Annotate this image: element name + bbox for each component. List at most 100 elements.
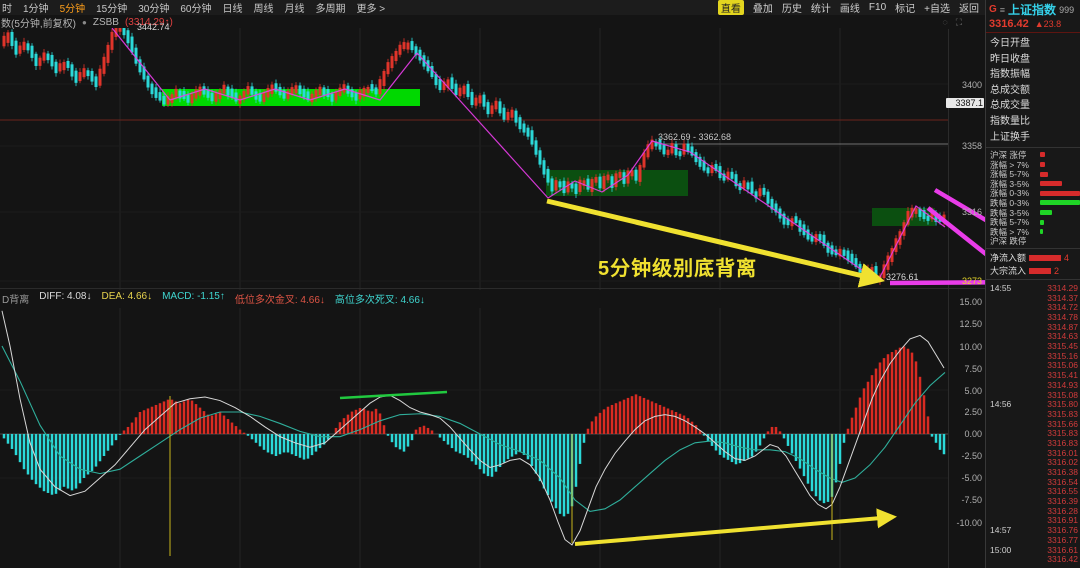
tick-row-5[interactable]: 3314.63: [986, 331, 1080, 341]
macd-hist-bar: [638, 396, 642, 434]
menu-item-3[interactable]: 统计: [810, 4, 831, 15]
menu-item-1[interactable]: 叠加: [752, 4, 773, 15]
info-label-1[interactable]: 昨日收盘: [990, 53, 1030, 65]
period-tab-9[interactable]: 多周期: [315, 4, 346, 15]
sidebar-title-row[interactable]: G ≡ 上证指数 999: [986, 0, 1080, 17]
tick-row-15[interactable]: 3315.83: [986, 428, 1080, 438]
market-row-9[interactable]: 沪深 跌停: [986, 236, 1080, 246]
main-candlestick-chart[interactable]: [0, 28, 948, 290]
market-row-6[interactable]: 跌幅 3-5%: [986, 208, 1080, 218]
tick-row-22[interactable]: 3316.39: [986, 496, 1080, 506]
menu-item-4[interactable]: 画线: [839, 4, 860, 15]
menu-item-8[interactable]: 返回: [959, 4, 979, 15]
tick-row-28[interactable]: 3316.42: [986, 554, 1080, 564]
info-label-4[interactable]: 总成交量: [990, 100, 1030, 112]
tick-row-2[interactable]: 3314.72: [986, 302, 1080, 312]
tick-row-26[interactable]: 3316.77: [986, 535, 1080, 545]
macd-hist-bar: [142, 410, 146, 434]
tick-row-19[interactable]: 3316.38: [986, 467, 1080, 477]
fullscreen-icon[interactable]: ⛶: [955, 16, 962, 27]
candle-body: [106, 44, 110, 63]
macd-axis-label-1: 12.50: [959, 319, 982, 329]
market-row-7[interactable]: 跌幅 5-7%: [986, 217, 1080, 227]
menu-item-2[interactable]: 历史: [781, 4, 802, 15]
tick-row-4[interactable]: 3314.87: [986, 322, 1080, 332]
tick-row-24[interactable]: 3316.91: [986, 515, 1080, 525]
macd-indicator-chart[interactable]: [0, 308, 948, 568]
tick-price: 3315.06: [1047, 360, 1078, 371]
candle-body: [6, 32, 10, 43]
menu-item-7[interactable]: +自选: [924, 4, 950, 15]
info-label-6[interactable]: 上证换手: [990, 131, 1030, 143]
macd-hist-bar: [406, 434, 410, 447]
refresh-icon[interactable]: ◌: [942, 16, 948, 27]
tick-row-8[interactable]: 3315.06: [986, 360, 1080, 371]
tick-row-0[interactable]: 14:55 3314.29: [986, 283, 1080, 293]
tick-row-10[interactable]: 3314.93: [986, 380, 1080, 390]
macd-hist-bar: [494, 434, 498, 472]
market-row-5[interactable]: 跌幅 0-3%: [986, 198, 1080, 208]
tick-row-23[interactable]: 3316.28: [986, 506, 1080, 516]
period-tab-2[interactable]: 5分钟: [59, 4, 86, 15]
period-tab-10[interactable]: 更多 >: [356, 4, 386, 15]
info-label-0[interactable]: 今日开盘: [990, 38, 1030, 49]
macd-axis-label-0: 15.00: [959, 297, 982, 307]
macd-hist-bar: [510, 434, 514, 457]
market-row-8[interactable]: 跌幅 > 7%: [986, 227, 1080, 237]
period-tab-8[interactable]: 月线: [284, 4, 305, 15]
candle-body: [242, 91, 246, 100]
candle-body: [86, 70, 90, 77]
macd-hist-bar: [138, 412, 142, 434]
hamburger-icon[interactable]: ≡: [999, 4, 1006, 15]
tick-row-6[interactable]: 3315.45: [986, 341, 1080, 351]
flow-row-1[interactable]: 大宗流入 2: [986, 264, 1080, 277]
menu-item-5[interactable]: F10: [868, 2, 887, 13]
period-tab-7[interactable]: 周线: [253, 4, 274, 15]
market-row-3[interactable]: 涨幅 3-5%: [986, 179, 1080, 189]
tick-list[interactable]: 14:55 3314.29 3314.37 3314.72 3314.78 3314.87…: [986, 282, 1080, 564]
tick-row-25[interactable]: 14:57 3316.76: [986, 525, 1080, 535]
tick-row-17[interactable]: 3316.01: [986, 448, 1080, 458]
tick-row-20[interactable]: 3316.54: [986, 477, 1080, 487]
period-tab-0[interactable]: 分时: [2, 4, 12, 15]
tick-row-27[interactable]: 15:00 3316.61: [986, 545, 1080, 555]
tick-row-7[interactable]: 3315.16: [986, 351, 1080, 361]
candle-body: [258, 93, 262, 102]
macd-hist-bar: [250, 434, 254, 440]
period-tab-1[interactable]: 1分钟: [23, 4, 49, 15]
market-row-4[interactable]: 涨幅 0-3%: [986, 188, 1080, 198]
flow-row-0[interactable]: 净流入额 4: [986, 251, 1080, 264]
tick-row-14[interactable]: 3315.66: [986, 419, 1080, 429]
macd-hist-bar: [398, 434, 402, 450]
period-tab-4[interactable]: 30分钟: [138, 4, 170, 15]
tick-row-1[interactable]: 3314.37: [986, 293, 1080, 303]
tick-row-13[interactable]: 3315.83: [986, 409, 1080, 419]
menu-item-0[interactable]: 直看: [717, 0, 744, 15]
tick-row-11[interactable]: 3315.08: [986, 390, 1080, 400]
period-tab-6[interactable]: 日线: [222, 4, 243, 15]
candle-body: [722, 173, 726, 181]
macd-hist-bar: [78, 434, 82, 484]
info-label-3[interactable]: 总成交额: [990, 84, 1030, 96]
candle-body: [274, 83, 278, 92]
macd-hist-bar: [610, 404, 614, 434]
macd-hist-bar: [238, 429, 242, 434]
tick-row-21[interactable]: 3316.55: [986, 486, 1080, 496]
tick-row-3[interactable]: 3314.78: [986, 312, 1080, 322]
macd-hist-bar: [298, 434, 302, 458]
period-tab-5[interactable]: 60分钟: [180, 4, 212, 15]
menu-item-6[interactable]: 标记: [895, 4, 916, 15]
tick-row-18[interactable]: 3316.02: [986, 457, 1080, 467]
period-tab-3[interactable]: 15分钟: [96, 4, 128, 15]
tick-row-12[interactable]: 14:56 3315.80: [986, 399, 1080, 409]
macd-hist-bar: [626, 397, 630, 434]
market-row-1[interactable]: 涨幅 > 7%: [986, 160, 1080, 170]
tick-row-16[interactable]: 3316.83: [986, 438, 1080, 448]
macd-hist-bar: [186, 399, 190, 434]
info-label-2[interactable]: 指数振幅: [990, 69, 1030, 81]
candle-body: [642, 152, 646, 168]
tick-row-9[interactable]: 3315.41: [986, 370, 1080, 380]
market-row-0[interactable]: 沪深 涨停: [986, 150, 1080, 160]
info-label-5[interactable]: 指数量比: [990, 115, 1030, 127]
market-row-2[interactable]: 涨幅 5-7%: [986, 169, 1080, 179]
